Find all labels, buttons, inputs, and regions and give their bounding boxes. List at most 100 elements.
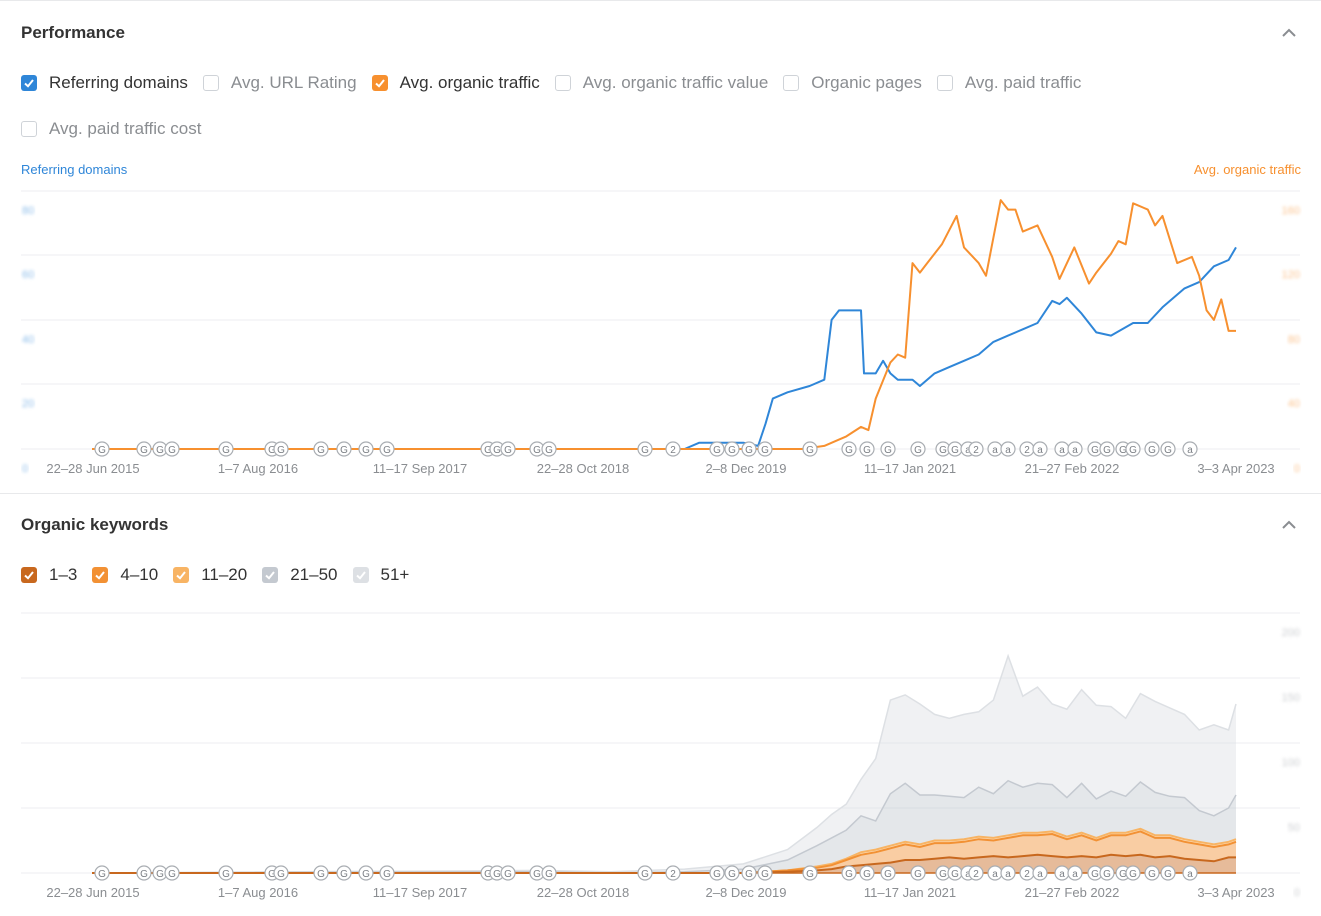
collapse-chevron-up-icon[interactable] [1279, 23, 1299, 43]
checkbox-organic-pages[interactable]: Organic pages [783, 73, 922, 93]
annotation-marker-icon[interactable]: a [1054, 865, 1070, 881]
annotation-marker-icon[interactable]: G [541, 865, 557, 881]
annotation-marker-icon[interactable]: G [802, 441, 818, 457]
annotation-marker-icon[interactable]: G [152, 441, 168, 457]
annotation-marker-icon[interactable]: G [859, 865, 875, 881]
annotation-marker-icon[interactable]: G [709, 865, 725, 881]
annotation-marker-icon[interactable]: G [1125, 441, 1141, 457]
annotation-marker-icon[interactable]: G [313, 865, 329, 881]
annotation-marker-icon[interactable]: G [313, 441, 329, 457]
annotation-marker-icon[interactable]: G [880, 865, 896, 881]
x-tick-label: 21–27 Feb 2022 [1025, 885, 1120, 900]
annotation-marker-icon[interactable]: a [1067, 441, 1083, 457]
annotation-marker-icon[interactable]: G [947, 441, 963, 457]
annotation-marker-icon[interactable]: G [1160, 441, 1176, 457]
annotation-marker-icon[interactable]: G [757, 865, 773, 881]
annotation-marker-icon[interactable]: G [709, 441, 725, 457]
checkbox-avg-organic-traffic[interactable]: Avg. organic traffic [371, 73, 540, 93]
checkbox-1-3[interactable]: 1–3 [21, 565, 77, 585]
annotation-marker-label: G [493, 869, 501, 880]
annotation-marker-icon[interactable]: G [880, 441, 896, 457]
annotation-marker-icon[interactable]: a [1000, 865, 1016, 881]
annotation-marker-icon[interactable]: 2 [1019, 441, 1035, 457]
annotation-marker-icon[interactable]: a [1067, 865, 1083, 881]
annotation-marker-icon[interactable]: G [637, 441, 653, 457]
annotation-marker-icon[interactable]: 2 [968, 865, 984, 881]
series-line-referring-domains[interactable] [92, 246, 1237, 450]
annotation-marker-label: G [806, 445, 814, 456]
annotation-marker-icon[interactable]: G [1144, 441, 1160, 457]
checkbox-51[interactable]: 51+ [352, 565, 409, 585]
annotation-marker-icon[interactable]: 2 [665, 441, 681, 457]
annotation-marker-icon[interactable]: a [1000, 441, 1016, 457]
annotation-marker-icon[interactable]: G [1160, 865, 1176, 881]
annotation-marker-icon[interactable]: G [541, 441, 557, 457]
annotation-marker-icon[interactable]: G [1144, 865, 1160, 881]
annotation-marker-icon[interactable]: G [757, 441, 773, 457]
annotation-marker-icon[interactable]: G [841, 865, 857, 881]
annotation-marker-icon[interactable]: G [136, 865, 152, 881]
annotation-marker-icon[interactable]: a [1054, 441, 1070, 457]
annotation-marker-icon[interactable]: G [910, 865, 926, 881]
annotation-marker-icon[interactable]: G [489, 441, 505, 457]
series-line-avg-organic-traffic[interactable] [92, 199, 1236, 450]
annotation-marker-icon[interactable]: a [1182, 441, 1198, 457]
annotation-marker-icon[interactable]: G [379, 441, 395, 457]
annotation-marker-icon[interactable]: G [218, 865, 234, 881]
area-21-50[interactable] [92, 780, 1236, 873]
annotation-marker-icon[interactable]: G [1099, 865, 1115, 881]
checkbox-referring-domains[interactable]: Referring domains [21, 73, 188, 93]
annotation-marker-icon[interactable]: a [1032, 865, 1048, 881]
checkbox-avg-paid-traffic-cost[interactable]: Avg. paid traffic cost [21, 119, 201, 139]
annotation-marker-icon[interactable]: G [741, 441, 757, 457]
annotation-marker-icon[interactable]: G [94, 441, 110, 457]
annotation-marker-icon[interactable]: G [358, 865, 374, 881]
annotation-marker-label: 2 [1024, 869, 1030, 880]
annotation-marker-icon[interactable]: G [724, 865, 740, 881]
annotation-marker-icon[interactable]: G [859, 441, 875, 457]
annotation-marker-icon[interactable]: G [164, 441, 180, 457]
checkbox-21-50[interactable]: 21–50 [262, 565, 338, 585]
annotation-marker-icon[interactable]: G [273, 441, 289, 457]
checkbox-avg-organic-traffic-value[interactable]: Avg. organic traffic value [554, 73, 768, 93]
checkbox-avg-paid-traffic[interactable]: Avg. paid traffic [936, 73, 1081, 93]
annotation-marker-icon[interactable]: G [218, 441, 234, 457]
annotation-marker-icon[interactable]: G [500, 865, 516, 881]
annotation-marker-icon[interactable]: a [1032, 441, 1048, 457]
annotation-marker-icon[interactable]: G [489, 865, 505, 881]
annotation-marker-icon[interactable]: G [841, 441, 857, 457]
annotation-marker-icon[interactable]: G [724, 441, 740, 457]
annotation-marker-icon[interactable]: G [379, 865, 395, 881]
annotation-marker-icon[interactable]: 2 [968, 441, 984, 457]
annotation-marker-icon[interactable]: G [637, 865, 653, 881]
annotation-marker-icon[interactable]: G [94, 865, 110, 881]
annotation-marker-icon[interactable]: G [802, 865, 818, 881]
annotation-marker-icon[interactable]: 2 [1019, 865, 1035, 881]
annotation-marker-icon[interactable]: 2 [665, 865, 681, 881]
annotation-marker-icon[interactable]: G [336, 865, 352, 881]
annotation-marker-icon[interactable]: G [910, 441, 926, 457]
annotation-marker-icon[interactable]: a [987, 441, 1003, 457]
annotation-marker-icon[interactable]: G [164, 865, 180, 881]
annotation-marker-icon[interactable]: G [136, 441, 152, 457]
annotation-marker-circle [665, 865, 681, 881]
annotation-marker-icon[interactable]: G [1125, 865, 1141, 881]
annotation-marker-icon[interactable]: G [1099, 441, 1115, 457]
area-51[interactable] [92, 655, 1236, 873]
annotation-marker-icon[interactable]: G [358, 441, 374, 457]
checkbox-4-10[interactable]: 4–10 [92, 565, 158, 585]
annotation-marker-icon[interactable]: a [987, 865, 1003, 881]
annotation-marker-icon[interactable]: a [1182, 865, 1198, 881]
annotation-marker-icon[interactable]: G [947, 865, 963, 881]
checkbox-avg-url-rating[interactable]: Avg. URL Rating [202, 73, 357, 93]
annotation-marker-icon[interactable]: G [500, 441, 516, 457]
annotation-marker-icon[interactable]: G [741, 865, 757, 881]
checkbox-11-20[interactable]: 11–20 [173, 565, 247, 585]
annotation-marker-icon[interactable]: G [336, 441, 352, 457]
collapse-chevron-up-icon[interactable] [1279, 515, 1299, 535]
annotation-marker-circle [724, 865, 740, 881]
annotation-marker-icon[interactable]: G [273, 865, 289, 881]
annotation-marker-icon[interactable]: G [152, 865, 168, 881]
